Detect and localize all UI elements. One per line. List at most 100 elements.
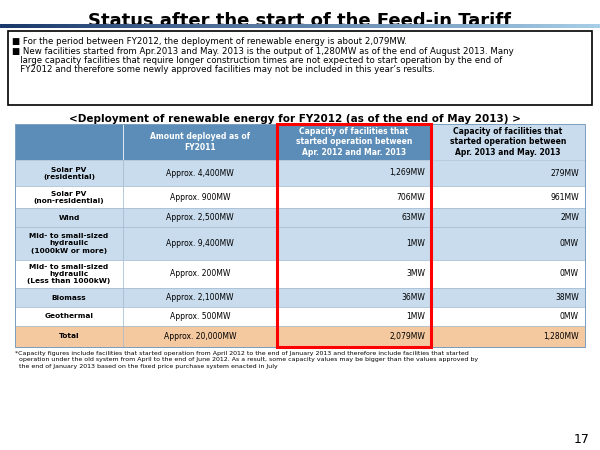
Text: FY2012 and therefore some newly approved facilities may not be included in this : FY2012 and therefore some newly approved… xyxy=(12,66,435,75)
Bar xyxy=(431,307,585,326)
Text: Approx. 4,400MW: Approx. 4,400MW xyxy=(166,168,234,177)
Bar xyxy=(431,326,585,347)
Bar xyxy=(54,24,60,28)
Bar xyxy=(431,208,585,227)
Text: Approx. 2,100MW: Approx. 2,100MW xyxy=(166,293,234,302)
Bar xyxy=(277,208,431,227)
Bar xyxy=(277,124,431,347)
Bar xyxy=(192,24,198,28)
Bar xyxy=(384,24,390,28)
Bar xyxy=(90,24,96,28)
Bar xyxy=(330,24,336,28)
Bar xyxy=(431,124,585,160)
Bar xyxy=(431,288,585,307)
Bar xyxy=(277,307,431,326)
Bar xyxy=(300,24,306,28)
Bar xyxy=(528,24,534,28)
Text: Solar PV
(non-residential): Solar PV (non-residential) xyxy=(34,190,104,203)
Text: 1,280MW: 1,280MW xyxy=(544,332,579,341)
Text: Approx. 200MW: Approx. 200MW xyxy=(170,270,230,279)
Bar xyxy=(588,24,594,28)
Bar xyxy=(431,160,585,186)
Bar xyxy=(510,24,516,28)
Text: 279MW: 279MW xyxy=(550,168,579,177)
Bar xyxy=(294,24,300,28)
Text: Total: Total xyxy=(59,333,79,339)
Bar xyxy=(66,24,72,28)
Text: Solar PV
(residential): Solar PV (residential) xyxy=(43,166,95,180)
Bar xyxy=(96,24,102,28)
Bar xyxy=(277,260,431,288)
Bar xyxy=(390,24,396,28)
Bar xyxy=(480,24,486,28)
Text: Approx. 900MW: Approx. 900MW xyxy=(170,193,230,202)
Text: 1,269MW: 1,269MW xyxy=(389,168,425,177)
Bar xyxy=(282,24,288,28)
Bar xyxy=(42,24,48,28)
Text: 2MW: 2MW xyxy=(560,213,579,222)
Bar xyxy=(546,24,552,28)
Bar xyxy=(516,24,522,28)
Bar xyxy=(277,227,431,260)
Bar xyxy=(318,24,324,28)
Bar xyxy=(431,227,585,260)
Bar xyxy=(36,24,42,28)
Bar xyxy=(123,124,277,160)
Bar xyxy=(277,124,431,160)
Bar xyxy=(246,24,252,28)
Bar xyxy=(15,227,123,260)
Text: Amount deployed as of
FY2011: Amount deployed as of FY2011 xyxy=(150,132,250,152)
Text: <Deployment of renewable energy for FY2012 (as of the end of May 2013) >: <Deployment of renewable energy for FY20… xyxy=(69,114,521,124)
Bar xyxy=(132,24,138,28)
Bar xyxy=(72,24,78,28)
Bar xyxy=(123,326,277,347)
Bar xyxy=(150,24,156,28)
Bar xyxy=(342,24,348,28)
Bar xyxy=(180,24,186,28)
Text: 1MW: 1MW xyxy=(406,239,425,248)
Bar xyxy=(474,24,480,28)
Bar xyxy=(408,24,414,28)
Bar xyxy=(15,124,585,347)
Bar xyxy=(15,124,123,160)
Bar xyxy=(234,24,240,28)
Bar xyxy=(372,24,378,28)
Text: ■ For the period between FY2012, the deployment of renewable energy is about 2,0: ■ For the period between FY2012, the dep… xyxy=(12,37,407,46)
Text: *Capacity figures include facilities that started operation from April 2012 to t: *Capacity figures include facilities tha… xyxy=(15,351,469,356)
Bar xyxy=(15,160,123,186)
Bar xyxy=(15,326,123,347)
Bar xyxy=(138,24,144,28)
Bar xyxy=(123,227,277,260)
Text: 0MW: 0MW xyxy=(560,312,579,321)
Bar xyxy=(174,24,180,28)
Bar xyxy=(18,24,24,28)
Bar xyxy=(0,24,6,28)
Bar xyxy=(8,31,592,105)
Bar xyxy=(468,24,474,28)
Text: 706MW: 706MW xyxy=(396,193,425,202)
Text: Approx. 500MW: Approx. 500MW xyxy=(170,312,230,321)
Bar xyxy=(360,24,366,28)
Bar xyxy=(276,24,282,28)
Bar xyxy=(270,24,276,28)
Text: Capacity of facilities that
started operation between
Apr. 2012 and Mar. 2013: Capacity of facilities that started oper… xyxy=(296,127,412,157)
Bar xyxy=(366,24,372,28)
Text: large capacity facilities that require longer construction times are not expecte: large capacity facilities that require l… xyxy=(12,56,502,65)
Bar xyxy=(126,24,132,28)
Bar xyxy=(324,24,330,28)
Bar xyxy=(288,24,294,28)
Bar xyxy=(277,186,431,208)
Text: Mid- to small-sized
hydraulic
(Less than 1000kW): Mid- to small-sized hydraulic (Less than… xyxy=(28,264,110,284)
Bar xyxy=(186,24,192,28)
Bar xyxy=(198,24,204,28)
Text: Status after the start of the Feed-in Tariff: Status after the start of the Feed-in Ta… xyxy=(89,12,511,30)
Bar xyxy=(15,208,123,227)
Bar xyxy=(123,160,277,186)
Bar xyxy=(102,24,108,28)
Text: 17: 17 xyxy=(574,433,590,446)
Text: Mid- to small-sized
hydraulic
(1000kW or more): Mid- to small-sized hydraulic (1000kW or… xyxy=(29,234,109,253)
Bar xyxy=(123,208,277,227)
Bar xyxy=(123,288,277,307)
Bar xyxy=(15,260,123,288)
Text: ■ New facilities started from Apr.2013 and May. 2013 is the output of 1,280MW as: ■ New facilities started from Apr.2013 a… xyxy=(12,46,514,55)
